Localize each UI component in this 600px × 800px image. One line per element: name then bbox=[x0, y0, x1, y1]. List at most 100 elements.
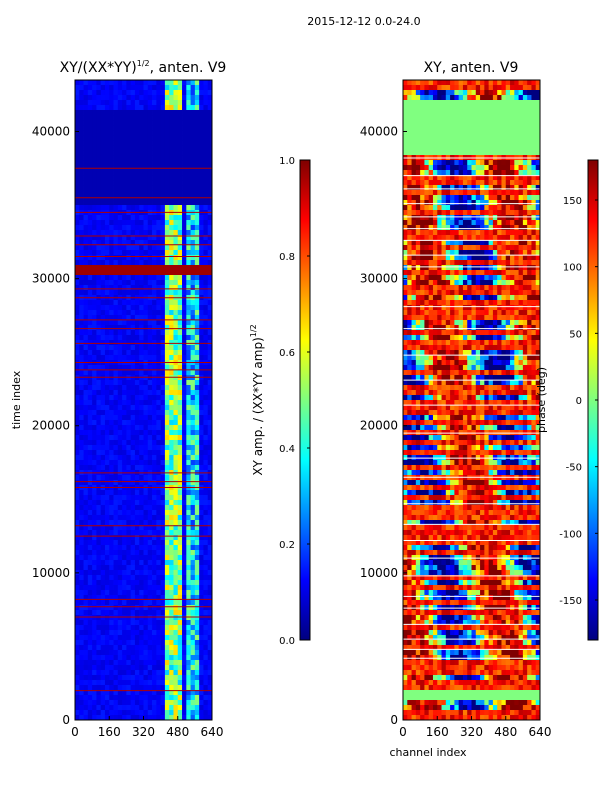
heatmap-cell bbox=[190, 525, 196, 531]
heatmap-cell bbox=[113, 465, 119, 471]
heatmap-cell bbox=[437, 80, 442, 86]
heatmap-cell bbox=[113, 535, 119, 541]
heatmap-cell bbox=[104, 325, 110, 331]
heatmap-cell bbox=[164, 115, 170, 121]
heatmap-cell bbox=[484, 150, 490, 156]
heatmap-cell bbox=[186, 450, 191, 456]
heatmap-cell bbox=[203, 685, 209, 691]
heatmap-cell bbox=[83, 125, 89, 131]
heatmap-cell bbox=[199, 620, 204, 626]
heatmap-cell bbox=[79, 110, 84, 116]
heatmap-cell bbox=[130, 540, 136, 546]
heatmap-cell bbox=[182, 630, 187, 636]
heatmap-cell bbox=[104, 255, 110, 261]
heatmap-cell bbox=[104, 205, 110, 211]
heatmap-cell bbox=[122, 140, 127, 146]
heatmap-cell bbox=[143, 505, 149, 511]
heatmap-cell bbox=[156, 215, 162, 221]
heatmap-cell bbox=[164, 240, 170, 246]
heatmap-cell bbox=[104, 520, 110, 526]
heatmap-cell bbox=[147, 265, 153, 271]
heatmap-cell bbox=[480, 100, 485, 106]
heatmap-cell bbox=[79, 430, 84, 436]
heatmap-cell bbox=[207, 595, 213, 601]
heatmap-cell bbox=[79, 275, 84, 281]
heatmap-cell bbox=[505, 110, 511, 116]
heatmap-cell bbox=[173, 220, 179, 226]
heatmap-cell bbox=[122, 200, 127, 206]
heatmap-cell bbox=[130, 200, 136, 206]
heatmap-cell bbox=[109, 340, 114, 346]
heatmap-cell bbox=[92, 240, 97, 246]
heatmap-cell bbox=[117, 425, 123, 431]
heatmap-cell bbox=[117, 100, 123, 106]
heatmap-cell bbox=[83, 710, 89, 716]
heatmap-cell bbox=[100, 505, 106, 511]
heatmap-cell bbox=[160, 445, 166, 451]
heatmap-cell bbox=[203, 660, 209, 666]
heatmap-cell bbox=[126, 555, 132, 561]
heatmap-cell bbox=[190, 600, 196, 606]
heatmap-cell bbox=[467, 115, 472, 121]
heatmap-cell bbox=[143, 290, 149, 296]
heatmap-cell bbox=[462, 140, 468, 146]
heatmap-cell bbox=[190, 110, 196, 116]
heatmap-cell bbox=[152, 395, 157, 401]
heatmap-cell bbox=[169, 425, 174, 431]
heatmap-cell bbox=[203, 95, 209, 101]
heatmap-cell bbox=[96, 350, 102, 356]
heatmap-cell bbox=[194, 290, 200, 296]
heatmap-cell bbox=[194, 580, 200, 586]
heatmap-cell bbox=[117, 495, 123, 501]
heatmap-cell bbox=[514, 195, 519, 201]
heatmap-cell bbox=[87, 285, 93, 291]
heatmap-cell bbox=[143, 640, 149, 646]
heatmap-cell bbox=[527, 165, 532, 171]
heatmap-cell bbox=[467, 95, 472, 101]
heatmap-cell bbox=[100, 140, 106, 146]
heatmap-cell bbox=[147, 200, 153, 206]
heatmap-cell bbox=[203, 545, 209, 551]
heatmap-cell bbox=[109, 245, 114, 251]
heatmap-cell bbox=[126, 135, 132, 141]
heatmap-cell bbox=[164, 260, 170, 266]
heatmap-cell bbox=[194, 490, 200, 496]
heatmap-cell bbox=[190, 205, 196, 211]
heatmap-cell bbox=[169, 240, 174, 246]
heatmap-cell bbox=[143, 435, 149, 441]
heatmap-cell bbox=[113, 225, 119, 231]
heatmap-cell bbox=[190, 355, 196, 361]
heatmap-cell bbox=[152, 240, 157, 246]
heatmap-cell bbox=[156, 155, 162, 161]
heatmap-cell bbox=[173, 450, 179, 456]
heatmap-cell bbox=[130, 85, 136, 91]
heatmap-cell bbox=[100, 560, 106, 566]
heatmap-cell bbox=[203, 395, 209, 401]
heatmap-cell bbox=[134, 315, 140, 321]
heatmap-cell bbox=[194, 165, 200, 171]
heatmap-cell bbox=[199, 190, 204, 196]
heatmap-cell bbox=[160, 530, 166, 536]
heatmap-cell bbox=[79, 690, 84, 696]
heatmap-cell bbox=[432, 180, 438, 186]
heatmap-cell bbox=[501, 140, 507, 146]
heatmap-cell bbox=[177, 135, 183, 141]
heatmap-cell bbox=[156, 225, 162, 231]
heatmap-cell bbox=[87, 115, 93, 121]
heatmap-cell bbox=[169, 650, 174, 656]
heatmap-cell bbox=[471, 180, 477, 186]
heatmap-cell bbox=[147, 280, 153, 286]
heatmap-cell bbox=[156, 270, 162, 276]
heatmap-cell bbox=[113, 155, 119, 161]
heatmap-cell bbox=[488, 80, 494, 86]
heatmap-cell bbox=[173, 120, 179, 126]
heatmap-cell bbox=[109, 150, 114, 156]
heatmap-cell bbox=[190, 640, 196, 646]
heatmap-cell bbox=[156, 315, 162, 321]
heatmap-cell bbox=[182, 380, 187, 386]
heatmap-cell bbox=[139, 135, 144, 141]
x-tick-label: 0 bbox=[71, 725, 79, 739]
heatmap-cell bbox=[130, 555, 136, 561]
heatmap-cell bbox=[139, 110, 144, 116]
heatmap-cell bbox=[411, 175, 417, 181]
